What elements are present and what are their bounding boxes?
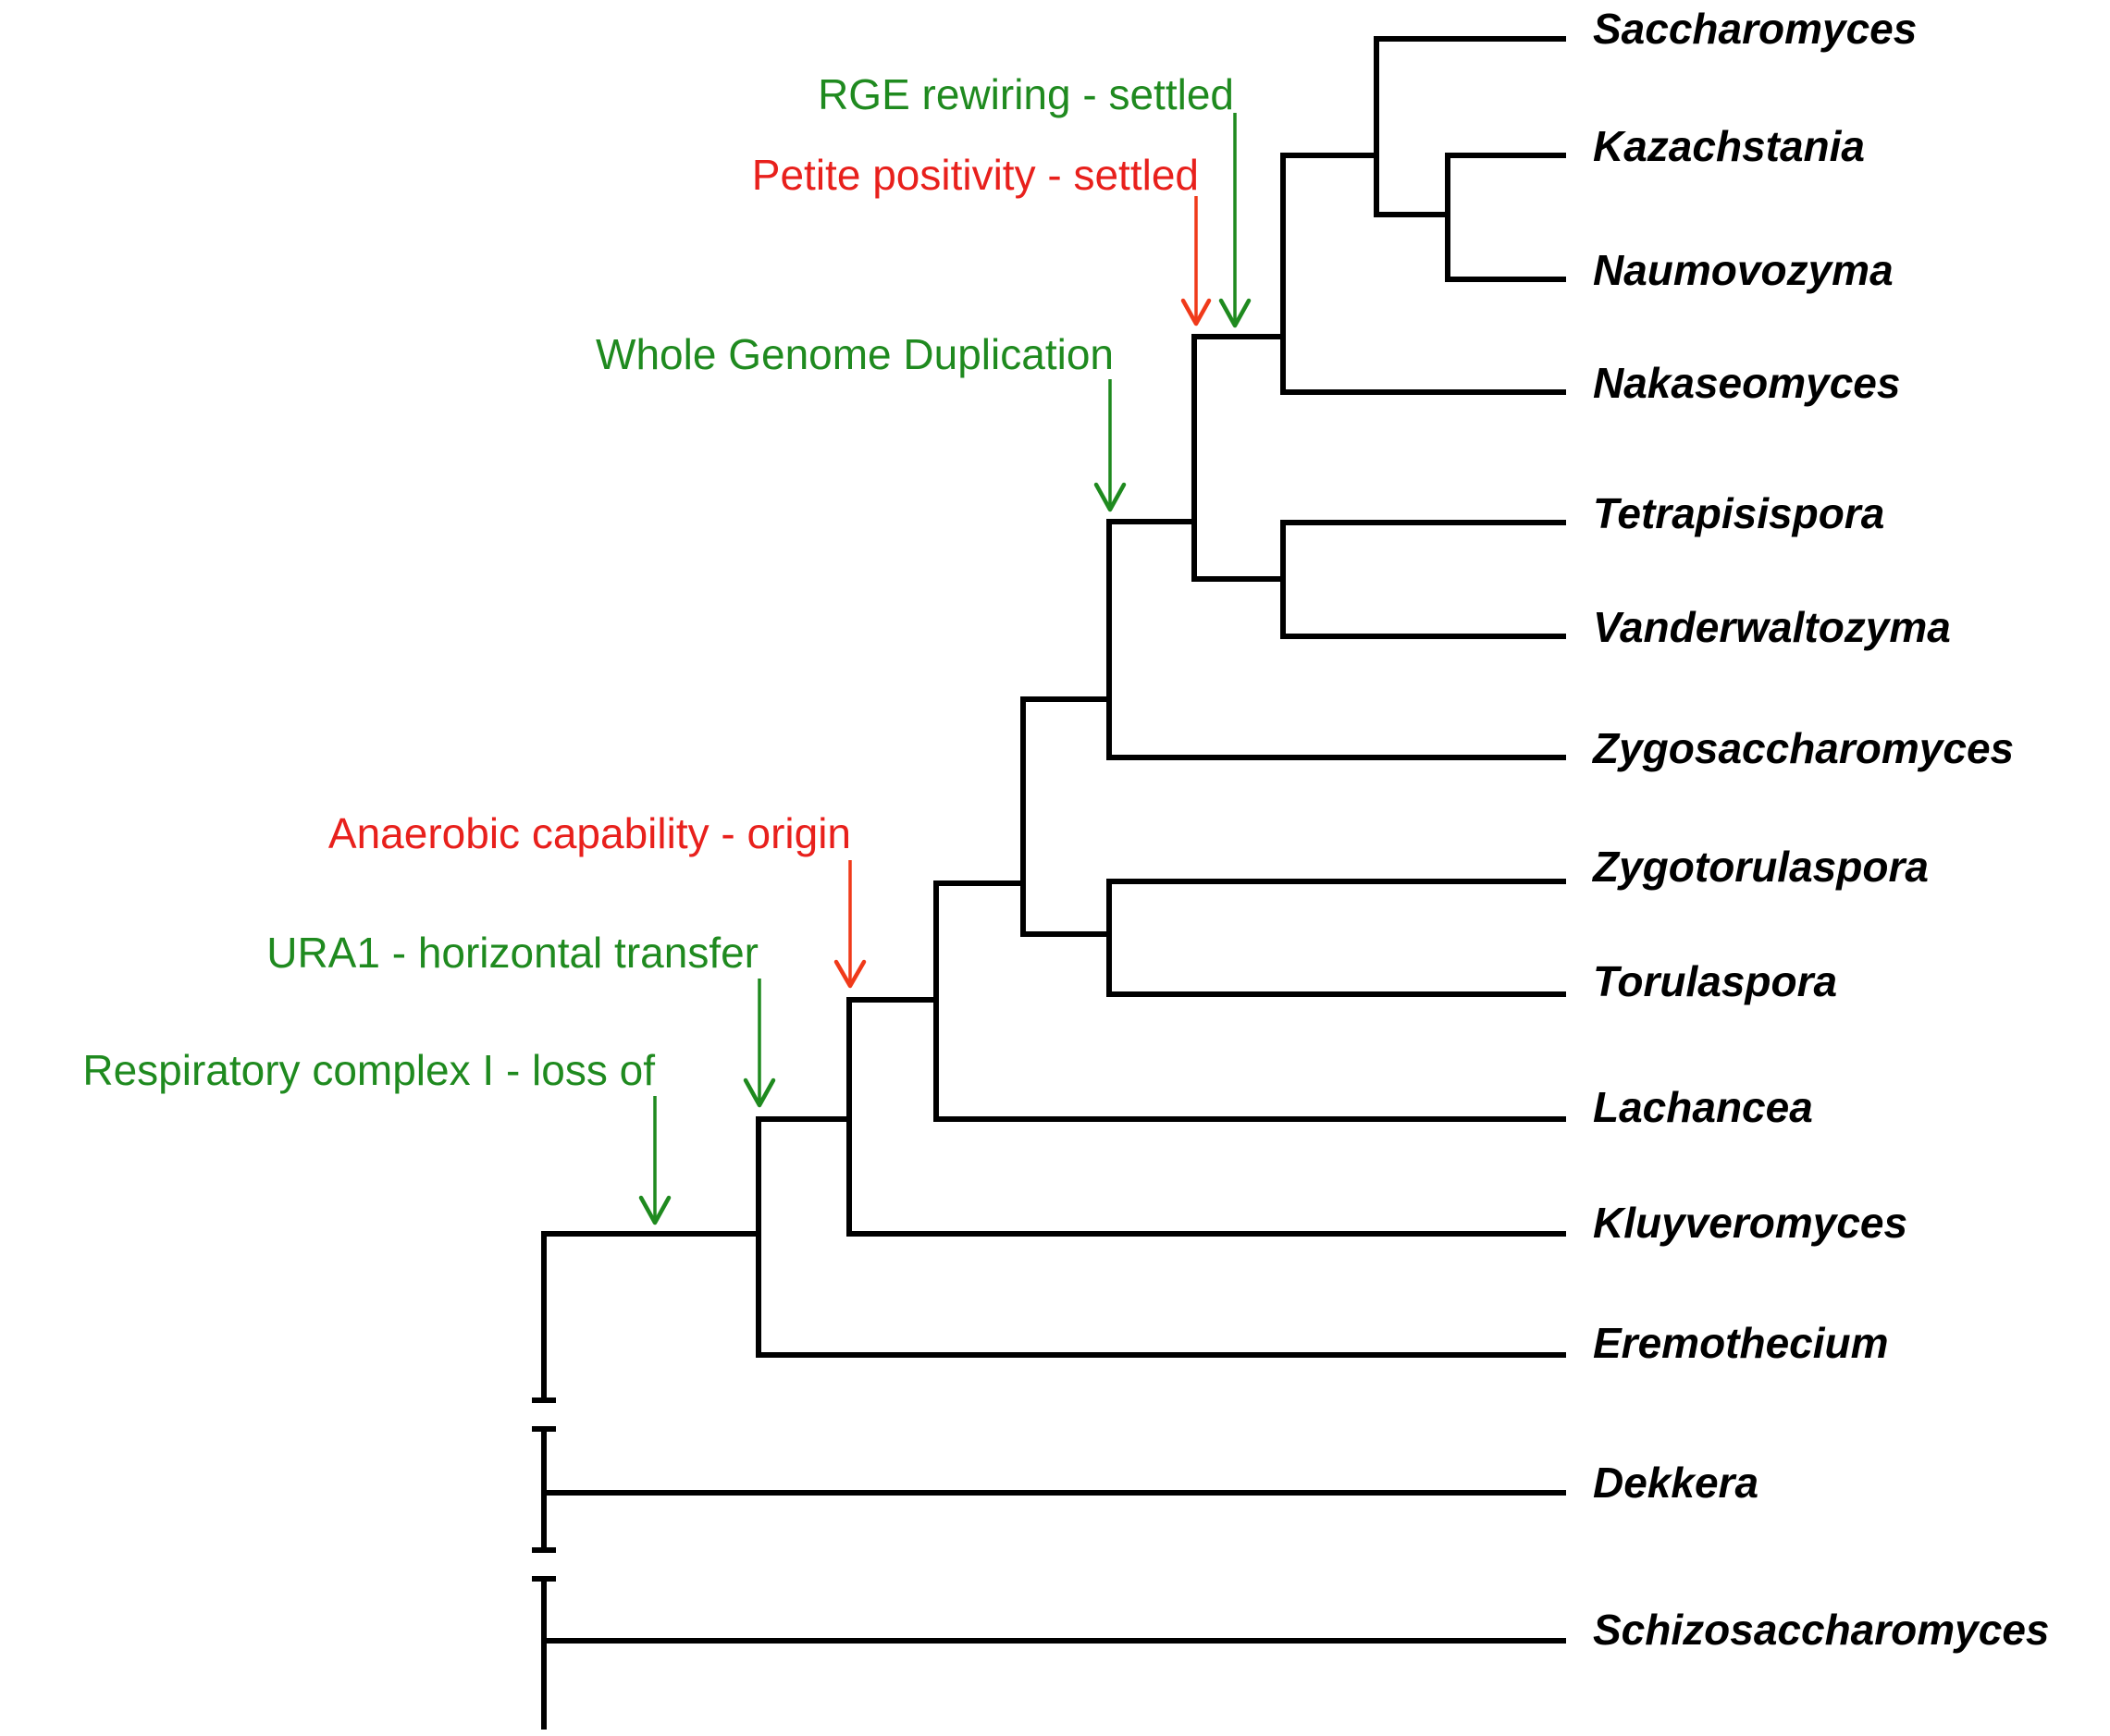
event-label-respiratory-complex-loss: Respiratory complex I - loss of [82, 1046, 655, 1094]
taxon-naumovozyma: Naumovozyma [1593, 246, 1894, 294]
taxon-vanderwaltozyma: Vanderwaltozyma [1593, 603, 1951, 651]
taxon-nakaseomyces: Nakaseomyces [1593, 359, 1900, 407]
event-arrowhead-petite-positivity [1180, 298, 1212, 326]
event-arrowhead-ura1-transfer [743, 1077, 776, 1108]
taxon-labels: Saccharomyces Kazachstania Naumovozyma N… [1591, 5, 2050, 1654]
taxon-torulaspora: Torulaspora [1593, 957, 1837, 1005]
taxon-schizosaccharomyces: Schizosaccharomyces [1593, 1606, 2050, 1654]
taxon-lachancea: Lachancea [1593, 1083, 1813, 1131]
taxon-zygosaccharomyces: Zygosaccharomyces [1591, 724, 2014, 772]
taxon-kazachstania: Kazachstania [1593, 122, 1865, 170]
taxon-dekkera: Dekkera [1593, 1459, 1758, 1507]
event-label-petite-positivity: Petite positivity - settled [752, 151, 1199, 199]
taxon-kluyveromyces: Kluyveromyces [1593, 1199, 1907, 1247]
event-arrowhead-rge-rewiring [1218, 298, 1252, 328]
taxon-zygotorulaspora: Zygotorulaspora [1591, 843, 1929, 891]
event-annotations: RGE rewiring - settled Petite positivity… [82, 70, 1252, 1225]
taxon-tetrapisispora: Tetrapisispora [1593, 489, 1884, 537]
taxon-eremothecium: Eremothecium [1593, 1319, 1889, 1367]
event-label-anaerobic-capability: Anaerobic capability - origin [328, 809, 851, 857]
event-label-ura1-transfer: URA1 - horizontal transfer [266, 929, 759, 977]
event-label-rge-rewiring: RGE rewiring - settled [818, 70, 1234, 118]
tree-branches [532, 36, 1566, 1730]
event-arrowhead-respiratory-complex-loss [638, 1195, 672, 1225]
taxon-saccharomyces: Saccharomyces [1593, 5, 1917, 53]
event-label-whole-genome-duplication: Whole Genome Duplication [596, 330, 1114, 378]
event-arrowhead-anaerobic-capability [833, 959, 867, 989]
event-arrowhead-whole-genome-duplication [1093, 482, 1127, 512]
